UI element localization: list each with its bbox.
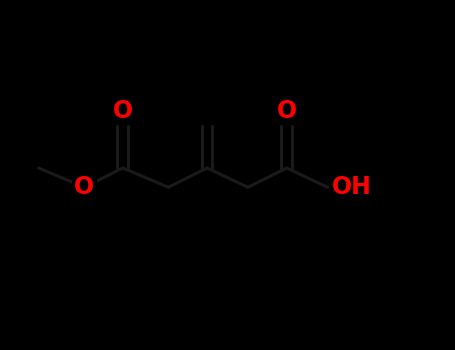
Text: O: O (113, 98, 133, 122)
Text: O: O (277, 98, 297, 122)
Text: OH: OH (332, 175, 372, 199)
Text: O: O (74, 175, 94, 199)
